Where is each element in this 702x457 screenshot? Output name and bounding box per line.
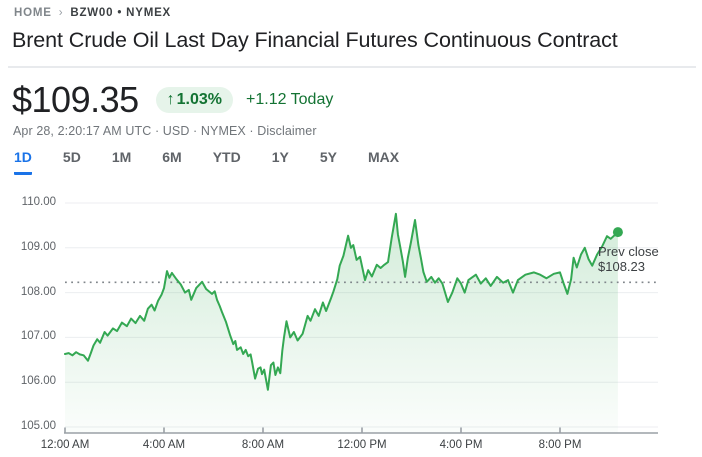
y-axis-label: 108.00 xyxy=(20,285,56,298)
tab-max[interactable]: MAX xyxy=(367,149,400,165)
y-axis-label: 110.00 xyxy=(21,196,56,208)
breadcrumb-home-link[interactable]: HOME xyxy=(14,7,52,19)
tab-1y[interactable]: 1Y xyxy=(271,149,289,165)
quote-meta: Apr 28, 2:20:17 AM UTC · USD · NYMEX · D… xyxy=(13,124,317,138)
current-price: $109.35 xyxy=(12,79,139,120)
x-axis-label: 12:00 AM xyxy=(40,439,90,451)
price-line xyxy=(64,212,619,391)
prev-close-label: Prev close $108.23 xyxy=(598,244,659,274)
arrow-up-icon: ↑ xyxy=(166,91,175,108)
change-percent-value: 1.03% xyxy=(176,91,223,108)
page-title: Brent Crude Oil Last Day Financial Futur… xyxy=(12,28,618,52)
tab-6m[interactable]: 6M xyxy=(162,149,182,165)
x-axis-label: 4:00 AM xyxy=(142,439,186,451)
y-axis-label: 106.00 xyxy=(20,375,56,388)
x-axis-label: 8:00 PM xyxy=(538,439,582,451)
y-axis-label: 107.00 xyxy=(20,330,56,343)
tab-5d[interactable]: 5D xyxy=(62,149,81,165)
breadcrumb-chevron-icon: › xyxy=(58,7,64,19)
y-axis-label: 109.00 xyxy=(20,240,56,253)
chart-area[interactable]: 110.00 109.00 108.00 107.00 106.00 105.00 12:0… xyxy=(0,186,702,457)
x-axis-label: 4:00 PM xyxy=(439,439,483,451)
quote-timestamp: Apr 28, 2:20:17 AM UTC · USD · NYMEX · xyxy=(13,124,258,138)
y-axis-label: 105.00 xyxy=(20,420,56,432)
prev-close-text: Prev close xyxy=(598,244,659,259)
price-header: $109.35 ↑ 1.03% +1.12 Today xyxy=(12,78,333,122)
change-absolute: +1.12 Today xyxy=(246,91,334,108)
disclaimer-link[interactable]: Disclaimer xyxy=(257,124,317,138)
breadcrumb-symbol: BZW00 • NYMEX xyxy=(70,7,172,19)
tab-ytd[interactable]: YTD xyxy=(212,149,241,165)
range-tabs: 1D 5D 1M 6M YTD 1Y 5Y MAX xyxy=(14,149,399,175)
price-area-fill xyxy=(65,213,618,433)
breadcrumb: HOME › BZW00 • NYMEX xyxy=(14,7,171,19)
header-divider xyxy=(8,66,696,68)
price-chart-svg xyxy=(64,202,658,434)
change-percent-badge: ↑ 1.03% xyxy=(155,87,234,113)
prev-close-price: $108.23 xyxy=(598,258,645,274)
tab-5y[interactable]: 5Y xyxy=(319,149,337,165)
tab-1d[interactable]: 1D xyxy=(14,149,32,175)
x-axis-label: 12:00 PM xyxy=(337,439,387,451)
last-price-dot xyxy=(612,227,623,238)
tab-1m[interactable]: 1M xyxy=(111,149,132,165)
x-axis-label: 8:00 AM xyxy=(241,439,285,451)
